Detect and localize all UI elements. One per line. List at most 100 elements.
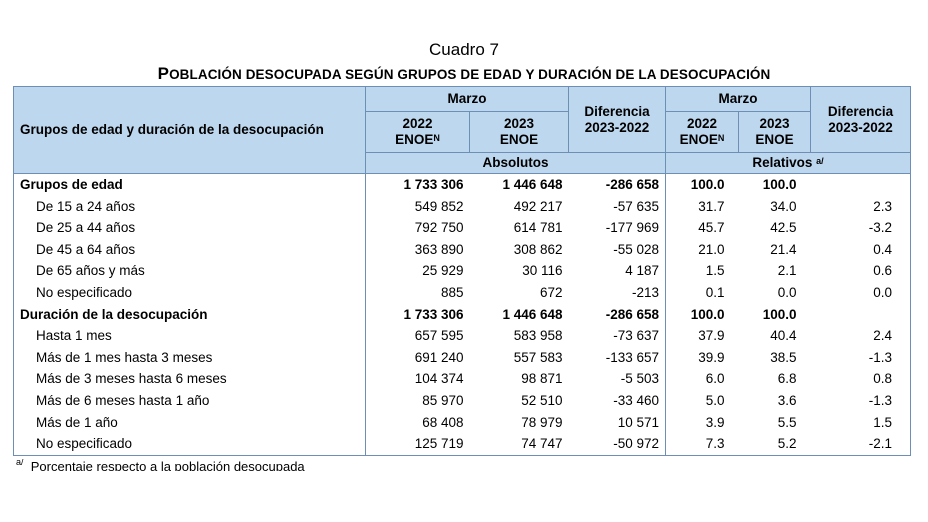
- table-row: No especificado 125 719 74 747 -50 972 7.3 5.…: [13, 433, 911, 456]
- year-label: 2022: [402, 116, 433, 131]
- cell-value: 42.5: [770, 220, 797, 236]
- cell-value: 308 862: [513, 241, 563, 257]
- header-marzo-abs: Marzo: [365, 86, 569, 112]
- cell-value: -1.3: [810, 346, 911, 369]
- cell-value: 1.5: [705, 263, 725, 279]
- cell-value: 0.1: [705, 284, 725, 300]
- table-row: Duración de la desocupación 1 733 306 1 44…: [13, 303, 911, 326]
- cell-value: -3.2: [810, 217, 911, 239]
- cell-value: 5.0: [705, 392, 725, 408]
- cell-value: 0.0: [810, 281, 911, 304]
- cell-value: 5.2: [738, 433, 811, 456]
- table-row: De 45 a 64 años 363 890 308 862 -55 028 21.0…: [13, 238, 911, 261]
- cell-value: 100.0: [690, 306, 725, 322]
- cell-value: 10 571: [568, 411, 666, 434]
- superscript: N: [717, 133, 725, 143]
- row-label: No especificado: [13, 433, 366, 456]
- footnote: a/ Porcentaje respecto a la población de…: [16, 459, 305, 471]
- table-row: Grupos de edad 1 733 306 1 446 648 -286 658…: [13, 173, 911, 196]
- cell-value: 74 747: [469, 433, 569, 456]
- year-label: 2023: [759, 116, 790, 131]
- cell-value: -73 637: [568, 325, 666, 347]
- table-row: Más de 6 meses hasta 1 año 85 970 52 510 -3…: [13, 389, 911, 412]
- year-label: 2023: [503, 116, 535, 131]
- row-label: Más de 6 meses hasta 1 año: [13, 389, 366, 412]
- cell-value: 100.0: [762, 306, 797, 322]
- cell-value: 125 719: [365, 433, 470, 456]
- cell-value: 52 510: [521, 392, 563, 408]
- cell-value: -286 658: [568, 303, 666, 326]
- table-row: De 15 a 24 años 549 852 492 217 -57 635 31.7…: [13, 195, 911, 218]
- cell-value: 2.1: [777, 263, 797, 279]
- cell-value: [810, 173, 911, 196]
- cell-value: -286 658: [568, 173, 666, 196]
- table-title: POBLACIÓN DESOCUPADA SEGÚN GRUPOS DE EDA…: [0, 64, 928, 84]
- footnote-mark: a/: [16, 459, 24, 467]
- row-label: Más de 1 mes hasta 3 meses: [13, 346, 366, 369]
- cell-value: 68 408: [422, 414, 464, 430]
- cell-value: 363 890: [414, 241, 464, 257]
- cell-value: 30 116: [522, 263, 563, 279]
- unemployment-table: Grupos de edad y duración de la desocupa…: [13, 86, 911, 456]
- header-absolutos: Absolutos: [365, 152, 666, 174]
- header-2023-rel: 2023 ENOE: [738, 111, 811, 153]
- year-label: 2022: [686, 116, 718, 131]
- title-rest: OBLACIÓN DESOCUPADA SEGÚN GRUPOS DE EDAD…: [169, 67, 771, 82]
- table-row: Hasta 1 mes 657 595 583 958 -73 637 37.9 40.4…: [13, 325, 911, 347]
- header-diff-abs: Diferencia 2023-2022: [568, 86, 666, 153]
- cell-value: 0.8: [810, 368, 911, 390]
- header-row-label: Grupos de edad y duración de la desocupa…: [13, 86, 366, 174]
- cell-value: 100.0: [762, 177, 797, 192]
- table-row: De 65 años y más 25 929 30 116 4 187 1.5 2.1 0…: [13, 260, 911, 282]
- cell-value: -1.3: [810, 389, 911, 412]
- cell-value: -55 028: [568, 238, 666, 261]
- cell-value: 6.8: [777, 371, 797, 387]
- cell-value: 0.6: [810, 260, 911, 282]
- cell-value: 5.5: [777, 414, 797, 430]
- table-row: No especificado 885 672 -213 0.1 0.0 0.0: [13, 281, 911, 304]
- cell-value: 792 750: [414, 220, 464, 236]
- survey-label: ENOE: [755, 132, 794, 147]
- cell-value: 0.4: [810, 238, 911, 261]
- cell-value: 6.0: [705, 371, 725, 387]
- cell-value: 98 871: [521, 371, 563, 387]
- cell-value: 614 781: [513, 220, 563, 236]
- footnote-ref: a/: [816, 156, 824, 166]
- cell-value: 4 187: [568, 260, 666, 282]
- cell-value: 1 446 648: [502, 306, 563, 322]
- row-label: Duración de la desocupación: [13, 303, 366, 326]
- cell-value: 21.0: [698, 241, 725, 257]
- cell-value: 37.9: [698, 328, 725, 344]
- cell-value: 7.3: [665, 433, 739, 456]
- cell-value: 2.4: [810, 325, 911, 347]
- cell-value: [810, 303, 911, 326]
- row-label: De 25 a 44 años: [13, 217, 366, 239]
- cell-value: 549 852: [414, 198, 464, 214]
- cell-value: 1 733 306: [403, 306, 464, 322]
- cell-value: -213: [568, 281, 666, 304]
- cell-value: -133 657: [568, 346, 666, 369]
- row-label: De 65 años y más: [13, 260, 366, 282]
- table-row: Más de 1 mes hasta 3 meses 691 240 557 583…: [13, 346, 911, 369]
- cell-value: 40.4: [770, 328, 797, 344]
- cell-value: 2.3: [810, 195, 911, 218]
- cell-value: 31.7: [698, 198, 725, 214]
- cell-value: 691 240: [414, 349, 464, 365]
- cell-value: -50 972: [568, 433, 666, 456]
- cell-value: 100.0: [690, 177, 725, 192]
- cell-value: 3.9: [705, 414, 725, 430]
- cell-value: -57 635: [568, 195, 666, 218]
- survey-label: ENOE: [499, 132, 539, 147]
- cell-value: 0.0: [777, 284, 797, 300]
- row-label: Más de 1 año: [13, 411, 366, 434]
- row-label: Más de 3 meses hasta 6 meses: [13, 368, 366, 390]
- cell-value: 492 217: [513, 198, 563, 214]
- cell-value: -2.1: [810, 433, 911, 456]
- table-row: De 25 a 44 años 792 750 614 781 -177 969 45.…: [13, 217, 911, 239]
- row-label: De 15 a 24 años: [13, 195, 366, 218]
- survey-label: ENOE: [395, 132, 434, 147]
- table-row: Más de 1 año 68 408 78 979 10 571 3.9 5.5 1.5: [13, 411, 911, 434]
- cell-value: 1 733 306: [403, 177, 464, 192]
- cell-value: 104 374: [414, 371, 464, 387]
- title-initial: P: [157, 64, 170, 83]
